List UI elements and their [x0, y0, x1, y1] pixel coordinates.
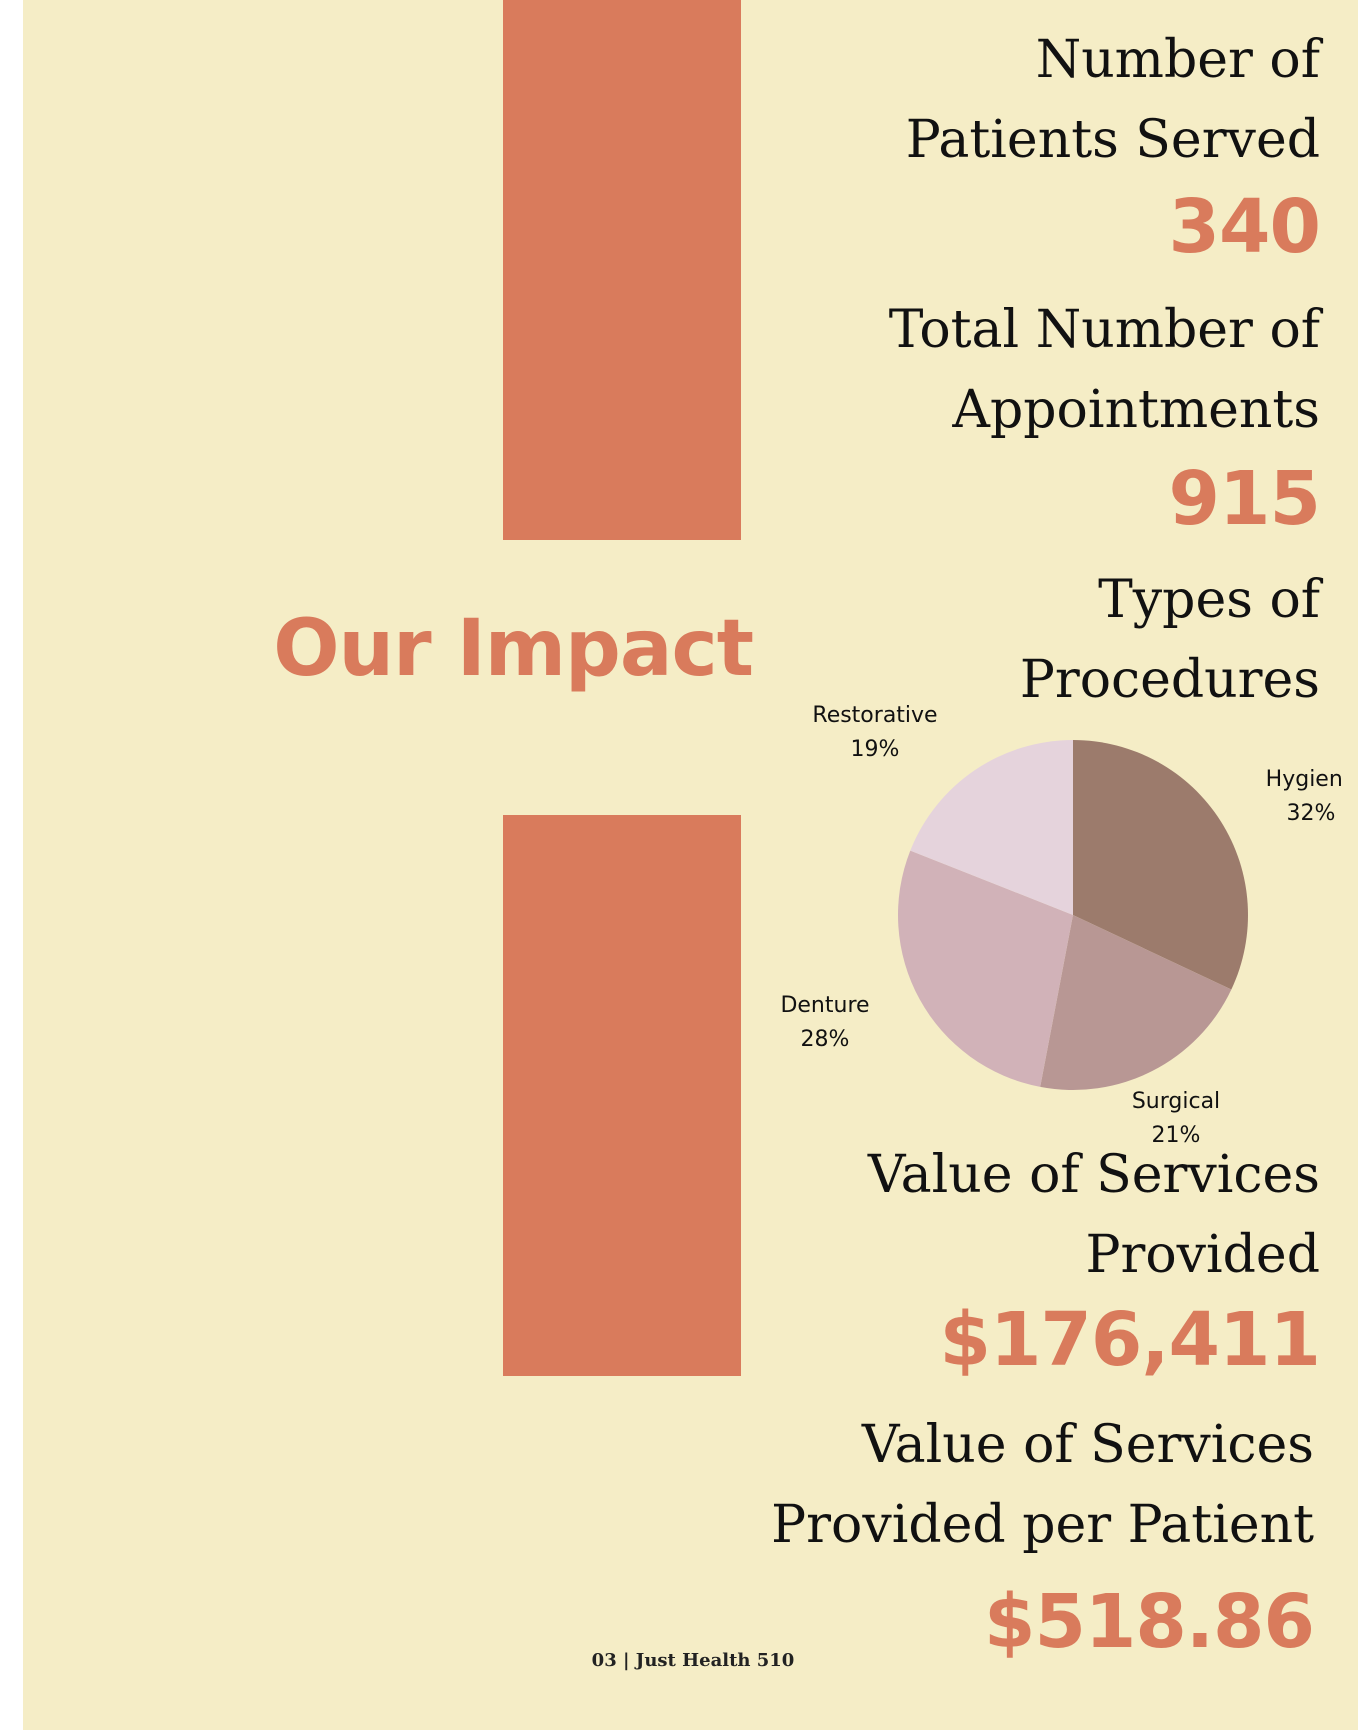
patients-label-line1: Number of [1035, 30, 1320, 90]
services-value-label-line2: Provided [1085, 1225, 1320, 1285]
services-value: $176,411 [939, 1297, 1321, 1383]
appointments-label: Total Number of Appointments [889, 290, 1320, 450]
pie-percent-hygiene: 32% [1287, 801, 1336, 826]
patients-label: Number of Patients Served [906, 20, 1320, 180]
report-page: Our Impact Number of Patients Served 340… [23, 0, 1358, 1730]
pie-slice-restorative [910, 740, 1073, 915]
per-patient-value: $518.86 [983, 1579, 1315, 1665]
pie-slice-denture [898, 850, 1073, 1087]
patients-value: 340 [1168, 184, 1321, 270]
appointments-label-line2: Appointments [952, 380, 1320, 440]
per-patient-label-line2: Provided per Patient [771, 1495, 1314, 1555]
appointments-value: 915 [1168, 456, 1321, 542]
pie-percent-surgical: 21% [1152, 1123, 1201, 1148]
services-value-label: Value of Services Provided [868, 1135, 1320, 1295]
pie-label-restorative: Restorative [812, 703, 937, 728]
procedures-label: Types of Procedures [1020, 560, 1320, 720]
pie-percent-restorative: 19% [851, 737, 900, 762]
procedures-label-line2: Procedures [1019, 650, 1320, 710]
decorative-bar-bottom [503, 815, 741, 1376]
per-patient-label: Value of Services Provided per Patient [771, 1405, 1314, 1565]
patients-label-line2: Patients Served [905, 110, 1320, 170]
per-patient-label-line1: Value of Services [861, 1415, 1314, 1475]
pie-slice-surgical [1040, 915, 1232, 1090]
decorative-bar-top [503, 0, 741, 540]
page-title: Our Impact [273, 604, 754, 694]
services-value-label-line1: Value of Services [867, 1145, 1320, 1205]
procedures-label-line1: Types of [1098, 570, 1320, 630]
appointments-label-line1: Total Number of [888, 300, 1320, 360]
page-footer: 03 | Just Health 510 [591, 1650, 795, 1671]
pie-percent-denture: 28% [801, 1027, 850, 1052]
procedures-pie-chart: Hygiene 32% Surgical 21% Denture 28% Restorati… [780, 703, 1343, 1148]
pie-label-hygiene: Hygiene [1266, 767, 1343, 792]
pie-label-surgical: Surgical [1132, 1089, 1220, 1114]
pie-label-denture: Denture [780, 993, 869, 1018]
pie-slice-hygiene [1073, 740, 1248, 990]
